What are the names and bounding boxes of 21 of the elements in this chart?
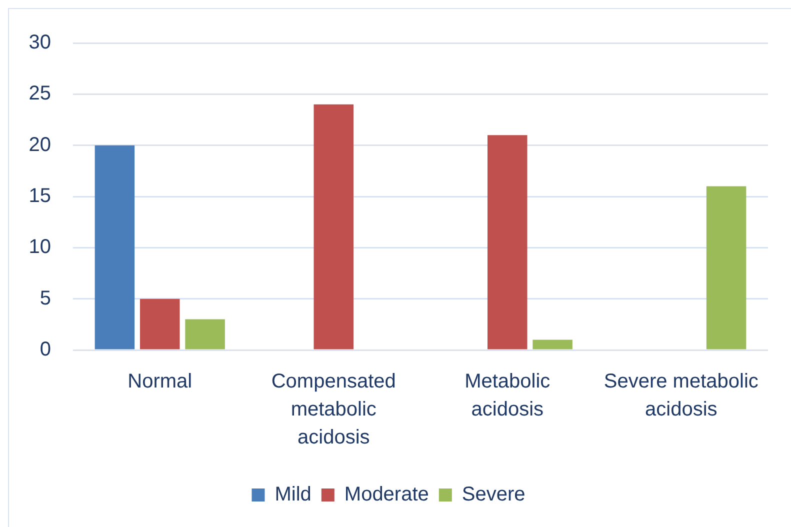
bar — [185, 319, 225, 350]
x-tick-label: Compensated metabolic acidosis — [271, 370, 396, 449]
y-tick-label: 25 — [28, 82, 51, 105]
bar — [488, 135, 528, 350]
bar — [314, 104, 354, 350]
legend-label: Mild — [274, 484, 312, 506]
bar — [706, 186, 746, 350]
x-tick-label: Severe metabolic acidosis — [604, 370, 758, 421]
y-tick-label: 15 — [28, 185, 51, 208]
legend-label: Moderate — [344, 484, 429, 506]
y-tick-label: 20 — [28, 134, 51, 156]
bar — [140, 298, 180, 350]
bar — [532, 340, 572, 350]
y-tick-label: 10 — [28, 236, 51, 258]
y-tick-label: 0 — [40, 338, 51, 361]
y-tick-label: 5 — [40, 287, 51, 310]
x-tick-label: Normal — [128, 370, 192, 393]
x-tick-label: Metabolic acidosis — [464, 370, 550, 421]
bar — [94, 145, 135, 350]
y-tick-label: 30 — [28, 32, 51, 54]
legend-label: Severe — [462, 484, 526, 506]
